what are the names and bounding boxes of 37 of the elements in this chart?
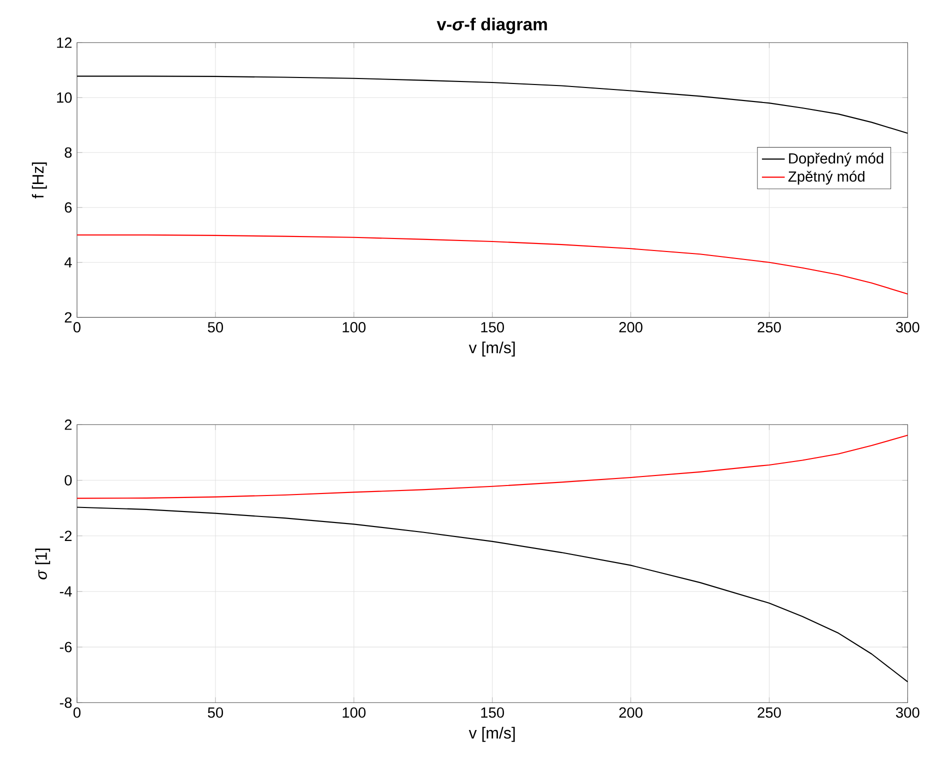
x-tick-label: 300	[896, 322, 920, 333]
x-tick-label: 250	[758, 322, 781, 333]
y-axis-title: f [Hz]	[32, 162, 47, 199]
y-tick-label: 12	[57, 38, 72, 48]
y-tick-label: 6	[64, 202, 72, 213]
chart-title: v-σ-f diagram	[436, 18, 547, 34]
x-axis-title: v [m/s]	[468, 342, 515, 357]
x-tick-label: 0	[73, 322, 80, 333]
y-tick-label: -6	[60, 642, 72, 652]
y-tick-label: 0	[64, 475, 72, 486]
y-tick-label: -2	[60, 530, 72, 542]
line-series	[77, 434, 908, 500]
x-tick-label: 50	[208, 322, 224, 333]
x-tick-label: 200	[619, 322, 642, 333]
x-tick-label: 0	[73, 708, 80, 718]
y-tick-label: 2	[64, 420, 72, 430]
x-tick-label: 150	[481, 708, 504, 718]
y-tick-label: -4	[60, 586, 72, 597]
y-tick-label: -8	[60, 698, 72, 708]
legend-label: Zpětný mód	[788, 170, 864, 185]
x-tick-label: 200	[619, 708, 642, 718]
x-axis-title: v [m/s]	[468, 727, 515, 742]
x-tick-label: 150	[481, 322, 504, 333]
line-series	[77, 506, 908, 683]
y-axis-title: σ [1]	[35, 548, 50, 580]
y-tick-label: 4	[64, 258, 72, 268]
line-series	[77, 234, 908, 295]
y-tick-label: 2	[64, 312, 72, 323]
x-tick-label: 250	[758, 708, 781, 718]
x-tick-label: 100	[342, 322, 366, 333]
legend-label: Dopředný mód	[789, 152, 884, 167]
line-series	[77, 76, 908, 134]
y-tick-label: 10	[57, 92, 72, 103]
x-tick-label: 300	[896, 708, 920, 718]
y-tick-label: 8	[64, 148, 72, 158]
x-tick-label: 50	[208, 708, 224, 718]
x-tick-label: 100	[342, 708, 366, 718]
